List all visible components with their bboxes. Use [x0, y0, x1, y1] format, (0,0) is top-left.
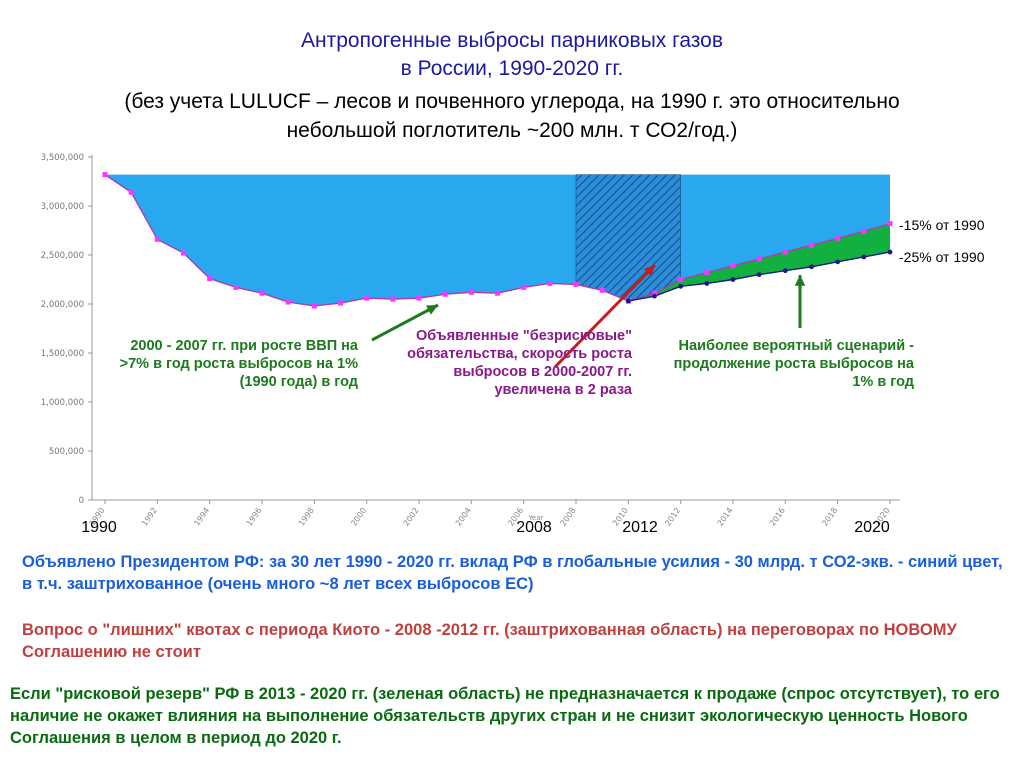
year-label: 2012 — [622, 519, 658, 536]
emissions-point — [521, 284, 527, 290]
lower-scenario-point — [704, 281, 710, 286]
emissions-point — [495, 290, 500, 296]
emissions-point — [547, 280, 553, 286]
x-tick-label: 2012 — [663, 506, 682, 528]
y-tick-label: 3,000,000 — [41, 202, 84, 212]
x-tick-label: 2000 — [349, 506, 368, 528]
emissions-point — [154, 236, 160, 242]
emissions-point — [678, 277, 684, 282]
annotation-left: 2000 - 2007 гг. при росте ВВП на >7% в г… — [119, 338, 358, 390]
x-tick-label: 1998 — [297, 506, 316, 528]
emissions-point — [704, 270, 710, 276]
y-tick-label: 500,000 — [49, 447, 84, 457]
y-tick-label: 2,500,000 — [41, 251, 84, 261]
emissions-point — [338, 300, 343, 306]
lower-scenario-point — [652, 293, 657, 299]
emissions-point — [573, 281, 579, 287]
legend-upper: -15% от 1990 — [897, 217, 987, 233]
x-tick-label: 2008 — [559, 506, 578, 528]
arrow-left — [371, 303, 439, 342]
arrow-middle-head — [643, 265, 655, 277]
x-tick-label: 2016 — [768, 506, 787, 528]
emissions-point — [207, 276, 213, 282]
annotation-middle: Объявленные "безрисковые" обязательства,… — [407, 328, 632, 398]
y-tick-label: 1,000,000 — [41, 398, 84, 408]
paragraph-reserve: Если "рисковой резерв" РФ в 2013 - 2020 … — [10, 685, 1000, 747]
emissions-point — [181, 250, 186, 256]
lower-scenario-point — [782, 268, 788, 274]
lower-scenario-point — [861, 254, 867, 260]
emissions-point — [259, 290, 265, 296]
y-tick-label: 3,500,000 — [41, 153, 84, 163]
emissions-point — [599, 287, 605, 293]
emissions-point — [416, 295, 422, 301]
emissions-point — [311, 303, 317, 309]
emissions-point — [233, 284, 239, 290]
x-tick-label: 2014 — [716, 506, 735, 528]
lower-scenario-point — [809, 264, 814, 270]
lower-scenario-point — [730, 277, 736, 282]
arrow-right-head — [794, 275, 806, 286]
emissions-chart: 0 500,000 1,000,000 1,500,000 2,000,000 2,500… — [41, 153, 900, 536]
emissions-point — [468, 289, 474, 295]
emissions-point — [128, 189, 134, 195]
page-title-line2: в России, 1990-2020 гг. — [400, 57, 624, 80]
blue-area — [105, 174, 890, 306]
lower-scenario-point — [835, 259, 841, 265]
year-label: 2020 — [854, 519, 890, 536]
year-label: 2008 — [516, 519, 552, 536]
x-tick-label: 1996 — [245, 506, 264, 528]
arrow-middle — [553, 263, 657, 369]
legend-lower: -25% от 1990 — [897, 249, 987, 265]
page-subtitle-line1: (без учета LULUCF – лесов и почвенного у… — [124, 90, 900, 113]
emissions-point — [442, 291, 448, 297]
annotation-right: Наиболее вероятный сценарий - продолжени… — [673, 338, 914, 390]
lower-scenario-point — [625, 298, 631, 304]
x-tick-label: 2004 — [454, 506, 473, 528]
emissions-point — [756, 256, 762, 262]
paragraph-president: Объявлено Президентом РФ: за 30 лет 1990… — [22, 553, 1003, 593]
emissions-point — [782, 249, 788, 255]
emissions-point — [102, 172, 108, 178]
emissions-point — [730, 263, 736, 269]
year-label: 1990 — [81, 519, 117, 536]
lower-scenario-point — [887, 249, 893, 255]
emissions-point — [364, 295, 370, 301]
x-tick-label: 1992 — [140, 506, 159, 528]
emissions-point — [809, 242, 814, 248]
paragraph-kyoto: Вопрос о "лишних" квотах с периода Киото… — [22, 621, 957, 661]
x-tick-label: 2018 — [820, 506, 839, 528]
emissions-point — [285, 299, 291, 305]
x-axis-label: Year — [528, 514, 544, 522]
green-area — [628, 223, 890, 302]
page-subtitle-line2: небольшой поглотитель ~200 млн. т СО2/го… — [286, 119, 738, 142]
emissions-point — [652, 290, 657, 296]
arrow-left-head — [426, 305, 438, 315]
hatched-area — [575, 174, 681, 302]
x-tick-label: 2002 — [402, 506, 421, 528]
lower-scenario-point — [678, 283, 684, 289]
page-title-line1: Антропогенные выбросы парниковых газов — [301, 29, 723, 52]
emissions-point — [887, 221, 893, 227]
y-tick-label: 2,000,000 — [41, 300, 84, 310]
x-tick-label: 1994 — [192, 506, 211, 528]
lower-scenario-point — [756, 272, 762, 277]
y-tick-label: 0 — [79, 496, 84, 506]
emissions-point — [390, 296, 396, 302]
y-tick-label: 1,500,000 — [41, 349, 84, 359]
emissions-point — [835, 235, 841, 241]
emissions-point — [861, 228, 867, 234]
